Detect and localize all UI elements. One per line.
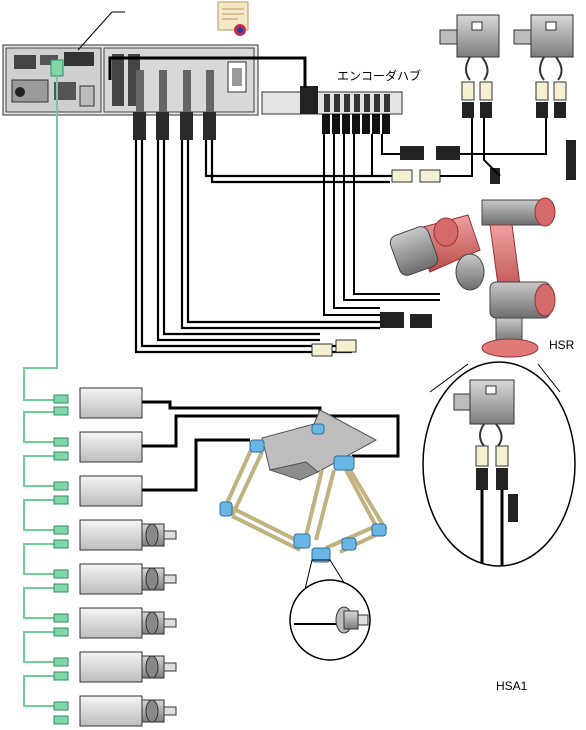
encoder-hub <box>261 86 403 134</box>
hsr-label: HSR <box>549 338 575 352</box>
controller-unit <box>2 44 259 116</box>
servo-amp-8 <box>53 695 143 727</box>
servo-amp-2 <box>53 431 143 463</box>
hsa1-zoom-callout <box>289 559 371 661</box>
controller-green-port <box>50 59 64 77</box>
motor-power-cables <box>134 140 390 354</box>
servo-amp-1 <box>53 387 143 419</box>
hub-link-cable <box>108 56 307 88</box>
servo-amp-stack <box>53 387 143 727</box>
hsa1-label: HSA1 <box>496 679 528 693</box>
zoom-leader <box>429 363 561 393</box>
servo-amp-6 <box>53 607 143 639</box>
hsr-zoom-callout <box>422 361 576 567</box>
servo-amp-3 <box>53 475 143 507</box>
motor-top-1 <box>439 14 500 118</box>
hsr-robot-arm <box>389 197 556 358</box>
ethercat-cable-chain <box>23 76 60 707</box>
certificate-icon <box>217 1 249 36</box>
servo-amp-4 <box>53 519 143 551</box>
amp-motors <box>141 523 177 723</box>
encoder-hub-label: エンコーダハブ <box>337 68 421 83</box>
servo-amp-5 <box>53 563 143 595</box>
motor-top-2 <box>513 14 576 180</box>
leader-line <box>77 11 113 51</box>
servo-amp-7 <box>53 651 143 683</box>
amp-connectors <box>133 70 216 140</box>
hsa1-delta-robot <box>219 409 388 563</box>
encoder-cables <box>323 134 440 316</box>
hsr-connectors <box>311 312 432 357</box>
